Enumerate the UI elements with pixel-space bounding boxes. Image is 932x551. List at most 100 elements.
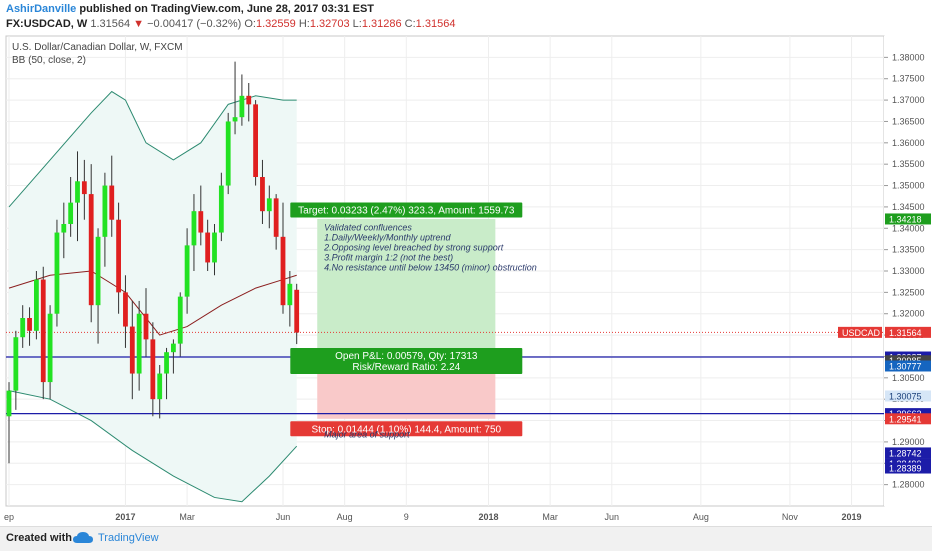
candle-body xyxy=(218,185,224,233)
candle-body xyxy=(171,343,176,353)
candle-body xyxy=(205,232,211,263)
published-text: published on TradingView.com, June 28, 2… xyxy=(79,3,375,15)
candle xyxy=(136,300,142,391)
bb-fill xyxy=(9,91,297,502)
tradingview-link[interactable]: TradingView xyxy=(98,532,159,544)
bb-basis-line xyxy=(8,270,297,336)
candle-body xyxy=(95,236,101,306)
price-tick-label: 1.33000 xyxy=(892,266,925,276)
price-tag-box xyxy=(885,326,931,338)
price-tag-text: 1.34218 xyxy=(889,214,922,224)
symbol-tag-box xyxy=(838,326,882,338)
candle xyxy=(27,307,32,346)
candle-body xyxy=(232,117,238,122)
time-axis[interactable]: ep 2017 Mar Jun Aug 9 2018 Mar Jun Aug Nov 2019 xyxy=(4,512,862,522)
annotations: Validated confluences1.Daily/Weekly/Mont… xyxy=(323,222,537,439)
candle xyxy=(287,271,293,327)
bb-upper-line xyxy=(8,90,297,208)
candle xyxy=(6,382,12,464)
confluence-line: 3.Profit margin 1:2 (not the best) xyxy=(324,252,453,262)
open-label: O: xyxy=(244,18,256,30)
candle xyxy=(75,151,80,242)
low-label: L: xyxy=(352,18,362,30)
created-with-text: Created with xyxy=(6,532,73,544)
time-tick-label: Mar xyxy=(179,512,195,522)
candle xyxy=(232,61,238,135)
target-zone xyxy=(317,218,496,358)
candle xyxy=(239,74,245,126)
candle-body xyxy=(287,283,293,306)
candle-body xyxy=(273,198,279,237)
stop-label-box xyxy=(290,421,523,437)
candle-body xyxy=(34,279,39,331)
candle-body xyxy=(266,198,272,212)
price-tag-box xyxy=(885,413,931,425)
time-tick-label: Aug xyxy=(693,512,709,522)
pnl-label-box xyxy=(290,348,523,375)
price-tag-text: 1.29541 xyxy=(889,414,922,424)
down-arrow-icon: ▼ xyxy=(133,18,145,30)
price-tag-text: 1.30777 xyxy=(889,361,922,371)
price-chart[interactable]: Target: 0.03233 (2.47%) 323.3, Amount: 1… xyxy=(0,34,932,526)
candle-body xyxy=(129,326,135,374)
candle-body xyxy=(225,121,231,186)
candle-body xyxy=(81,181,87,195)
candle xyxy=(157,365,163,419)
price-tick-label: 1.37000 xyxy=(892,95,925,105)
candle-body xyxy=(239,95,245,118)
pnl-label-text: Open P&L: 0.00579, Qty: 17313 xyxy=(335,351,478,362)
candle-body xyxy=(164,352,169,374)
candle-body xyxy=(150,339,156,400)
symbol: FX:USDCAD, W xyxy=(6,18,88,30)
candle xyxy=(68,177,74,237)
low-value: 1.31286 xyxy=(361,18,402,30)
price-tick-label: 1.32000 xyxy=(892,309,925,319)
price-axis-bg xyxy=(884,36,932,506)
price-tag-box xyxy=(885,360,931,372)
price-tag-box xyxy=(885,213,931,225)
price-tick-label: 1.36500 xyxy=(892,116,925,126)
price-tick-label: 1.34500 xyxy=(892,202,925,212)
candle-body xyxy=(109,185,115,220)
publish-line: AshirDanville published on TradingView.c… xyxy=(6,3,374,15)
candle xyxy=(246,83,252,122)
candle-body xyxy=(191,211,197,246)
time-tick-label: 2017 xyxy=(115,512,135,522)
candle-body xyxy=(143,313,149,340)
candle xyxy=(54,219,60,327)
symbol-line: FX:USDCAD, W 1.31564 ▼ −0.00417 (−0.32%)… xyxy=(6,18,455,30)
candle xyxy=(129,300,135,400)
candle-body xyxy=(294,289,300,333)
price-tick-label: 1.35500 xyxy=(892,159,925,169)
author-link[interactable]: AshirDanville xyxy=(6,3,77,15)
candle-body xyxy=(260,177,265,212)
candle xyxy=(280,202,286,314)
stop-label-text: Stop: 0.01444 (1.10%) 144.4, Amount: 750 xyxy=(312,424,502,435)
candle-body xyxy=(75,181,80,203)
candle-body xyxy=(116,219,121,293)
candle xyxy=(266,185,272,229)
candle xyxy=(61,202,67,259)
candle-body xyxy=(54,232,60,314)
candle-body xyxy=(177,296,183,344)
candle xyxy=(116,202,121,314)
tradingview-cloud-icon xyxy=(73,532,93,543)
price-tag-text: 1.30075 xyxy=(889,391,922,401)
candle-body xyxy=(61,224,67,233)
candle-body xyxy=(47,313,53,383)
candle-body xyxy=(20,318,26,338)
candle xyxy=(47,305,53,400)
target-label-box xyxy=(290,202,523,218)
candle xyxy=(123,275,128,348)
candle xyxy=(273,194,279,250)
candle-body xyxy=(198,211,204,233)
position-labels: Target: 0.03233 (2.47%) 323.3, Amount: 1… xyxy=(290,202,523,437)
price-axis[interactable]: 1.38000 1.37500 1.37000 1.36500 1.36000 1.355… xyxy=(838,36,932,506)
price-tick-label: 1.34000 xyxy=(892,223,925,233)
time-tick-label: 2019 xyxy=(842,512,862,522)
bb-lower-line xyxy=(8,390,298,503)
candle-body xyxy=(27,318,32,331)
open-value: 1.32559 xyxy=(256,18,296,30)
pnl-label-text: Risk/Reward Ratio: 2.24 xyxy=(352,362,460,373)
candle xyxy=(40,266,46,400)
